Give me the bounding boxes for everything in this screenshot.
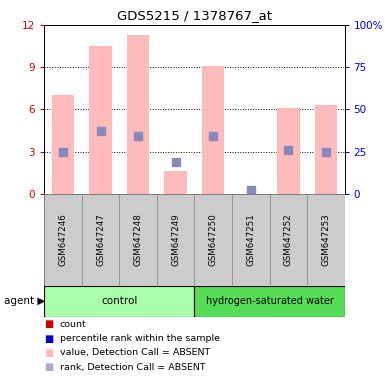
Bar (194, 194, 232, 286)
Point (248, 187, 254, 193)
Bar (307, 194, 345, 286)
Text: GSM647251: GSM647251 (246, 214, 255, 266)
Text: GSM647249: GSM647249 (171, 214, 180, 266)
Text: GSM647247: GSM647247 (96, 214, 105, 266)
Text: GSM647246: GSM647246 (59, 214, 67, 266)
Bar (52, 95, 74, 194)
Text: GSM647250: GSM647250 (209, 214, 218, 266)
Text: control: control (101, 296, 137, 306)
Text: rank, Detection Call = ABSENT: rank, Detection Call = ABSENT (60, 362, 205, 372)
Bar (82, 194, 119, 286)
Bar (44, 194, 82, 286)
Point (135, 133, 141, 139)
Bar (127, 35, 149, 194)
Text: hydrogen-saturated water: hydrogen-saturated water (206, 296, 333, 306)
Point (285, 147, 291, 153)
Bar (232, 194, 270, 286)
Bar (157, 194, 194, 286)
Text: ■: ■ (44, 334, 54, 344)
Bar (164, 171, 187, 194)
Text: GSM647248: GSM647248 (134, 214, 142, 266)
Point (60, 149, 66, 155)
Bar (119, 194, 157, 286)
Bar (277, 108, 300, 194)
Bar (315, 105, 337, 194)
Text: agent ▶: agent ▶ (4, 296, 45, 306)
Bar (89, 46, 112, 194)
Text: ■: ■ (44, 348, 54, 358)
Bar (202, 66, 224, 194)
Point (172, 159, 179, 165)
Text: GSM647253: GSM647253 (321, 214, 330, 266)
Text: ■: ■ (44, 319, 54, 329)
Bar (194, 286, 345, 317)
Point (323, 149, 329, 155)
Text: value, Detection Call = ABSENT: value, Detection Call = ABSENT (60, 348, 210, 358)
Point (210, 133, 216, 139)
Text: ■: ■ (44, 362, 54, 372)
Bar (44, 286, 194, 317)
Text: percentile rank within the sample: percentile rank within the sample (60, 334, 220, 343)
Title: GDS5215 / 1378767_at: GDS5215 / 1378767_at (117, 9, 272, 22)
Text: GSM647252: GSM647252 (284, 214, 293, 266)
Bar (270, 194, 307, 286)
Text: count: count (60, 320, 86, 329)
Point (97, 127, 104, 134)
